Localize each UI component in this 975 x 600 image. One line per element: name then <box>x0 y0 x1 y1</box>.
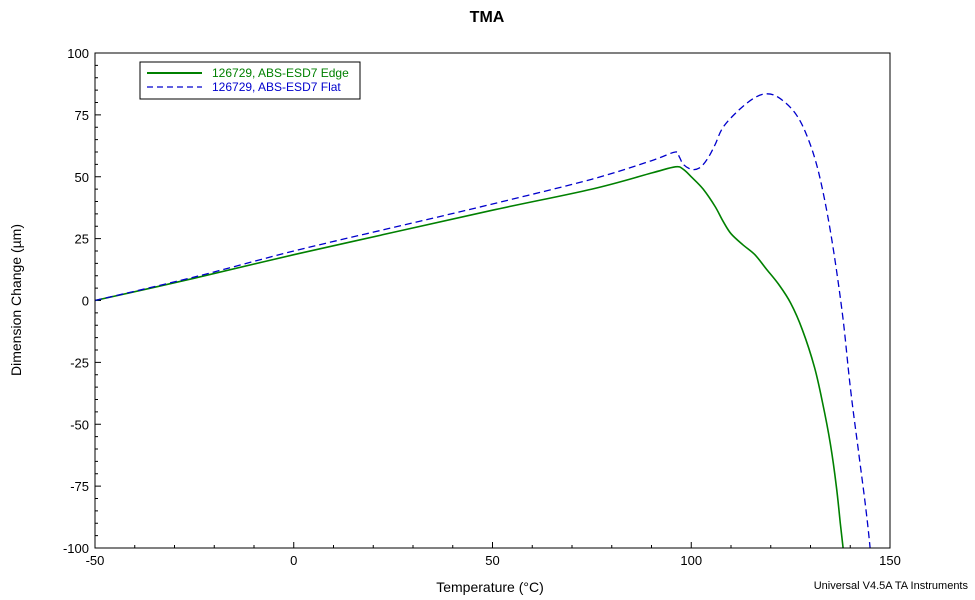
x-axis-ticks: -50 0 50 100 150 <box>86 542 901 568</box>
x-tick-label: -50 <box>86 553 105 568</box>
y-tick-label: 75 <box>75 108 89 123</box>
legend-label-edge: 126729, ABS-ESD7 Edge <box>212 66 349 80</box>
series-line-edge <box>94 165 844 549</box>
y-axis-ticks: 100 75 50 25 0 -25 -50 -75 -100 <box>63 46 101 556</box>
x-tick-label: 0 <box>290 553 297 568</box>
y-tick-label: -50 <box>70 417 89 432</box>
plot-area-frame <box>94 52 891 549</box>
legend-box <box>139 61 361 100</box>
series-layer <box>94 93 871 549</box>
instrument-footer: Universal V4.5A TA Instruments <box>814 580 969 592</box>
y-tick-label: 50 <box>75 170 89 185</box>
x-axis-label: Temperature (°C) <box>436 579 544 595</box>
chart-title: TMA <box>470 9 505 26</box>
y-tick-label: -100 <box>63 541 89 556</box>
legend: 126729, ABS-ESD7 Edge 126729, ABS-ESD7 F… <box>139 61 361 100</box>
x-tick-label: 100 <box>680 553 702 568</box>
y-tick-label: -75 <box>70 479 89 494</box>
y-tick-label: -25 <box>70 355 89 370</box>
series-line-flat <box>94 93 871 549</box>
legend-label-flat: 126729, ABS-ESD7 Flat <box>212 80 341 94</box>
x-tick-label: 50 <box>485 553 499 568</box>
y-axis-label: Dimension Change (µm) <box>8 224 24 376</box>
y-tick-label: 25 <box>75 232 89 247</box>
y-tick-label: 100 <box>67 46 89 61</box>
y-tick-label: 0 <box>82 294 89 309</box>
x-tick-label: 150 <box>879 553 901 568</box>
